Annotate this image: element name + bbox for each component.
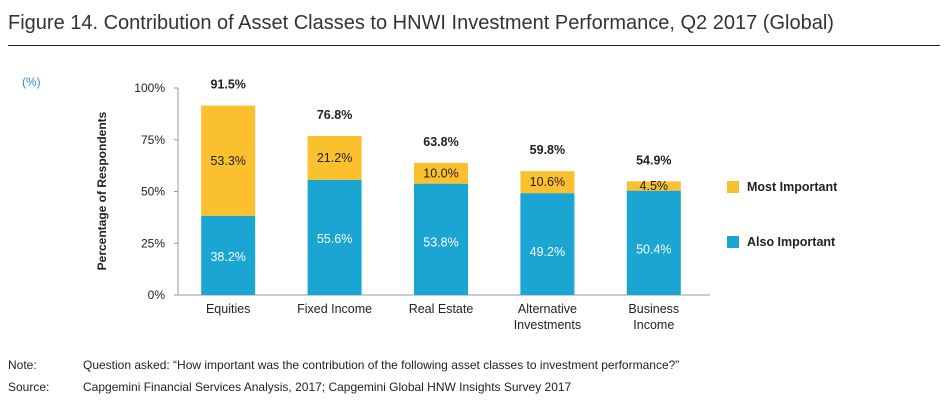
total-label: 59.8%: [530, 143, 565, 157]
bar-most-important: [414, 162, 468, 184]
total-label: 63.8%: [423, 135, 458, 149]
data-label-also-important: 49.2%: [530, 245, 565, 259]
y-tick-label: 50%: [141, 185, 165, 199]
x-category-label: Investments: [514, 318, 581, 332]
data-label-also-important: 55.6%: [317, 232, 352, 246]
x-category-label: Income: [633, 318, 674, 332]
legend-label: Also Important: [747, 235, 836, 249]
source-line: Source: Capgemini Financial Services Anal…: [8, 380, 571, 394]
legend-label: Most Important: [747, 180, 838, 194]
legend-swatch: [727, 236, 739, 248]
data-label-also-important: 53.8%: [423, 236, 458, 250]
source-text: Capgemini Financial Services Analysis, 2…: [83, 380, 572, 394]
note-line: Note: Question asked: “How important was …: [8, 358, 679, 372]
data-label-also-important: 38.2%: [210, 250, 245, 264]
bar-also-important: [520, 193, 575, 295]
y-tick-label: 100%: [134, 81, 165, 95]
bar-also-important: [414, 183, 468, 295]
data-label-most-important: 21.2%: [317, 151, 352, 165]
bar-most-important: [201, 105, 256, 216]
unit-label: (%): [22, 75, 41, 89]
bar-also-important: [626, 190, 681, 295]
bar-most-important: [307, 136, 362, 180]
x-category-label: Equities: [206, 302, 250, 316]
total-label: 54.9%: [636, 153, 671, 167]
bar-also-important: [307, 179, 362, 295]
stacked-bar-chart: 0% 25% 50% 75% 100% Percentage of Respondents…: [95, 78, 838, 332]
bar-most-important: [520, 171, 575, 194]
y-tick-label: 25%: [141, 236, 165, 250]
data-label-most-important: 53.3%: [210, 154, 245, 168]
total-label: 76.8%: [317, 108, 352, 122]
legend-swatch: [727, 181, 739, 193]
data-label-also-important: 50.4%: [636, 243, 671, 257]
x-category-label: Business: [628, 302, 679, 316]
x-category-label: Fixed Income: [297, 302, 372, 316]
bar-most-important: [626, 181, 681, 191]
data-label-most-important: 10.0%: [423, 166, 458, 180]
x-category-label: Real Estate: [409, 302, 474, 316]
figure-title: Figure 14. Contribution of Asset Classes…: [8, 12, 834, 34]
source-label: Source:: [8, 380, 50, 394]
note-label: Note:: [8, 358, 37, 372]
total-label: 91.5%: [210, 78, 245, 92]
bar-also-important: [201, 215, 256, 295]
title-divider: [8, 45, 940, 46]
data-label-most-important: 10.6%: [530, 175, 565, 189]
data-label-most-important: 4.5%: [640, 179, 669, 193]
y-axis-title: Percentage of Respondents: [95, 111, 109, 270]
x-category-label: Alternative: [518, 302, 577, 316]
y-tick-label: 75%: [141, 133, 165, 147]
y-tick-label: 0%: [148, 288, 166, 302]
note-text: Question asked: “How important was the c…: [83, 358, 680, 372]
